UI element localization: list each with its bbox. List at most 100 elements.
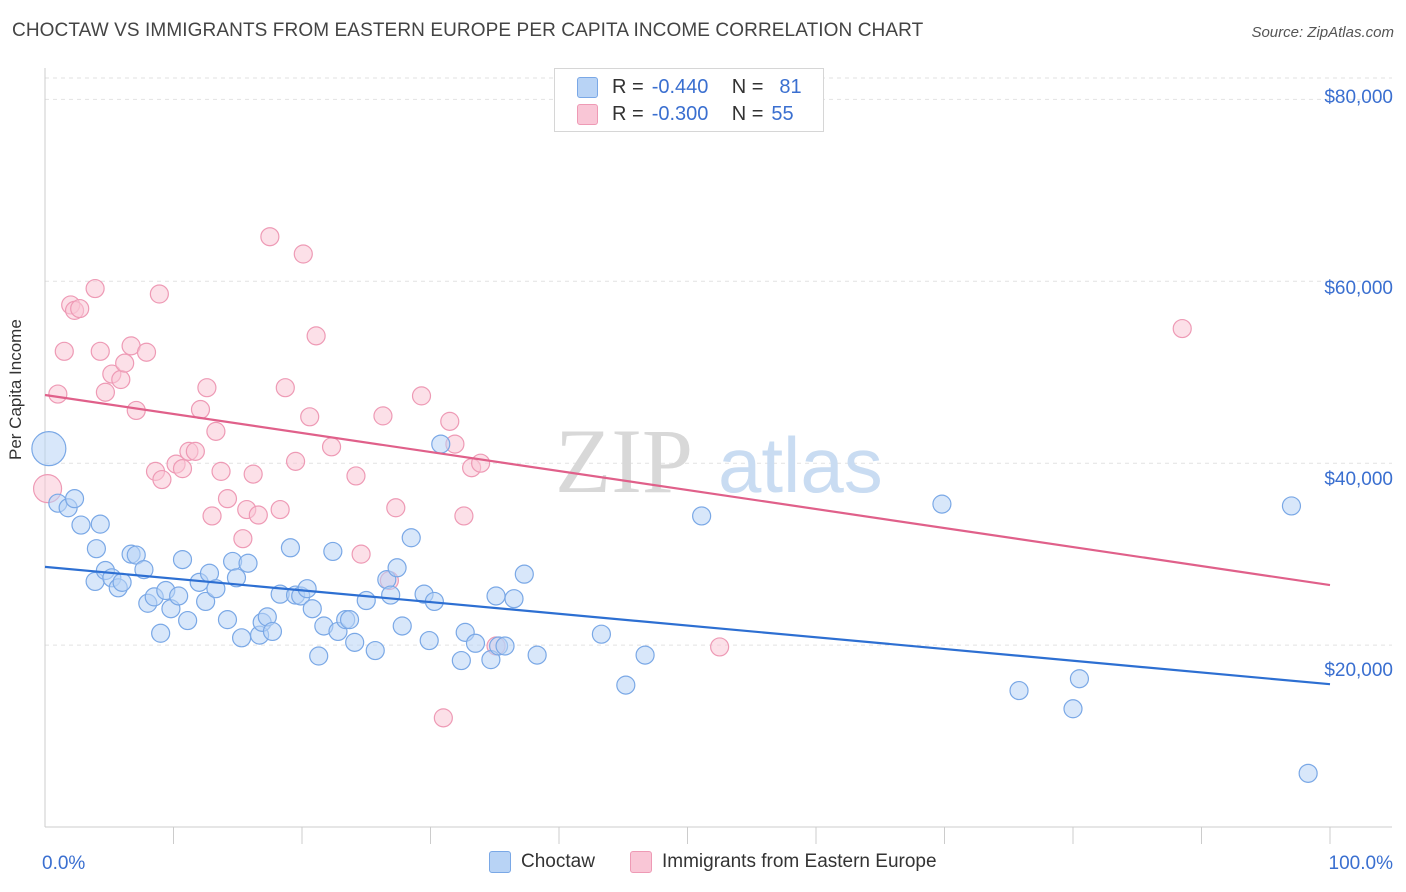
immigrants-point	[285, 451, 306, 471]
immigrants-point	[217, 489, 238, 509]
choctaw-point	[280, 538, 301, 558]
immigrants-point	[433, 708, 453, 728]
choctaw-point	[151, 623, 171, 643]
immigrants-point	[202, 506, 222, 526]
choctaw-point	[1281, 496, 1302, 516]
immigrants-point	[115, 353, 135, 373]
immigrants-point	[206, 421, 226, 441]
choctaw-point	[486, 586, 506, 606]
r-label: R =	[612, 102, 644, 125]
immigrants-point	[346, 466, 366, 486]
immigrants-point	[454, 506, 474, 526]
immigrants-point	[351, 544, 371, 564]
immigrants-point	[197, 378, 217, 398]
y-tick-label: $80,000	[1324, 87, 1393, 108]
watermark-atlas: atlas	[718, 421, 883, 509]
choctaw-swatch	[489, 851, 511, 873]
n-label: N =	[731, 75, 764, 98]
choctaw-point	[932, 494, 952, 514]
immigrants-point	[211, 461, 231, 481]
choctaw-point	[365, 640, 385, 661]
immigrants-point	[386, 498, 406, 518]
choctaw-point	[692, 506, 712, 526]
immigrants-point	[293, 244, 313, 264]
x-max-label: 100.0%	[1328, 853, 1393, 874]
choctaw-point	[616, 675, 636, 695]
choctaw-point	[431, 434, 451, 454]
choctaw-point	[90, 514, 110, 534]
choctaw-point	[495, 636, 515, 656]
source-label: Source: ZipAtlas.com	[1251, 24, 1394, 41]
choctaw-point	[323, 541, 343, 562]
choctaw-point	[635, 645, 655, 665]
choctaw-point	[1298, 763, 1318, 783]
immigrants-point	[275, 378, 295, 398]
choctaw-swatch	[577, 76, 598, 98]
immigrants-trend-line	[44, 393, 1331, 587]
choctaw-point	[64, 489, 85, 509]
immigrants-point	[136, 342, 157, 362]
choctaw-point	[392, 616, 412, 636]
immigrants-swatch	[630, 851, 652, 873]
choctaw-point	[345, 632, 365, 652]
choctaw-point	[419, 630, 439, 651]
immigrants-point	[95, 382, 115, 402]
legend-label-choctaw: Choctaw	[521, 851, 595, 872]
choctaw-point	[504, 589, 524, 609]
immigrants-point	[90, 341, 110, 361]
legend-row-immigrants: R = -0.300 N = 55	[577, 102, 794, 126]
r-value: -0.300	[651, 102, 709, 125]
choctaw-point	[309, 646, 329, 666]
choctaw-point	[527, 645, 547, 665]
immigrants-point	[1172, 318, 1192, 339]
legend-row-choctaw: R = -0.440 N = 81	[577, 75, 802, 99]
y-tick-label: $60,000	[1324, 278, 1393, 299]
immigrants-swatch	[577, 103, 598, 125]
n-label: N =	[731, 102, 764, 125]
immigrants-point	[172, 459, 193, 479]
n-value: 55	[771, 102, 794, 125]
watermark-zip: ZIP	[555, 410, 693, 512]
choctaw-point	[451, 650, 471, 671]
series-legend: Choctaw Immigrants from Eastern Europe	[0, 851, 1406, 879]
immigrants-point	[152, 469, 172, 490]
choctaw-point	[86, 539, 107, 559]
immigrants-point	[233, 529, 253, 549]
choctaw-point	[238, 553, 258, 573]
immigrants-point	[300, 407, 320, 427]
legend-item-choctaw: Choctaw	[489, 851, 595, 873]
choctaw-point	[71, 515, 91, 535]
immigrants-point	[440, 411, 460, 431]
choctaw-point	[356, 590, 376, 611]
choctaw-point	[339, 610, 360, 630]
immigrants-point	[149, 284, 169, 304]
immigrants-point	[243, 464, 263, 484]
choctaw-point	[591, 624, 612, 644]
immigrants-point	[306, 326, 326, 346]
immigrants-point	[185, 441, 205, 461]
choctaw-point	[226, 568, 247, 588]
immigrants-point	[54, 341, 74, 361]
choctaw-point	[381, 585, 401, 605]
choctaw-point	[1009, 680, 1029, 701]
choctaw-point	[232, 628, 252, 648]
immigrants-point	[710, 637, 730, 657]
correlation-legend: R = -0.440 N = 81 R = -0.300 N = 55	[554, 68, 824, 132]
trend-lines	[44, 393, 1331, 686]
choctaw-point	[217, 610, 238, 630]
choctaw-point	[297, 579, 317, 599]
immigrants-point	[471, 453, 491, 473]
immigrants-point	[190, 399, 211, 420]
y-axis-label: Per Capita Income	[6, 319, 25, 460]
choctaw-point	[401, 528, 421, 548]
immigrants-point	[411, 386, 432, 406]
choctaw-point	[112, 572, 132, 592]
choctaw-point	[302, 599, 322, 619]
choctaw-point	[465, 633, 486, 653]
choctaw-point	[178, 610, 198, 631]
choctaw-point	[196, 591, 216, 612]
watermark: ZIP atlas	[555, 410, 883, 512]
immigrants-point	[70, 298, 90, 319]
n-value: 81	[779, 75, 802, 98]
